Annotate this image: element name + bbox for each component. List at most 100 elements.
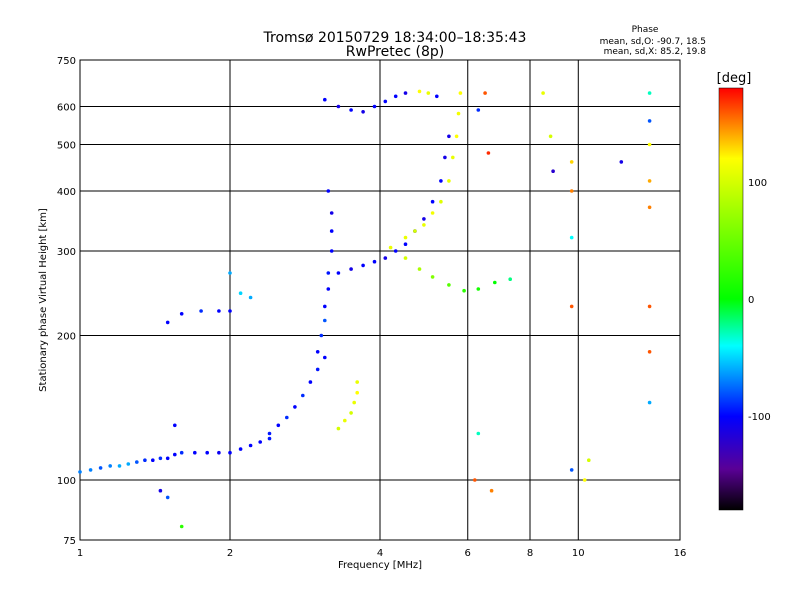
y-tick-label: 100	[57, 476, 76, 487]
data-point	[193, 450, 197, 455]
data-point	[451, 155, 455, 160]
y-tick-label: 750	[57, 56, 76, 67]
data-point	[439, 199, 443, 204]
data-point	[349, 411, 353, 415]
data-point	[352, 400, 357, 405]
data-point	[276, 423, 281, 428]
x-tick-label: 6	[465, 548, 471, 559]
data-point	[372, 104, 377, 109]
data-point	[430, 211, 435, 215]
data-point	[267, 436, 272, 441]
chart-subtitle: RwPretec (8p)	[346, 44, 444, 60]
data-point	[173, 423, 177, 428]
data-point	[108, 464, 112, 468]
data-point	[238, 447, 243, 451]
data-point	[267, 431, 272, 436]
data-point	[508, 277, 512, 282]
data-point	[569, 468, 574, 472]
data-point	[647, 179, 652, 183]
data-point	[447, 179, 451, 183]
data-point	[326, 189, 331, 193]
data-point	[462, 288, 466, 293]
data-point	[647, 304, 652, 309]
x-tick-label: 16	[674, 548, 687, 559]
data-point	[426, 91, 431, 95]
colorbar-tick-label: -100	[748, 412, 771, 423]
data-point	[647, 350, 652, 354]
data-point	[435, 94, 439, 99]
data-point	[493, 280, 497, 285]
data-point	[439, 179, 443, 183]
data-point	[541, 91, 545, 95]
data-point	[126, 462, 131, 466]
data-point	[151, 458, 155, 463]
data-point	[458, 91, 463, 95]
y-tick-label: 500	[57, 141, 76, 152]
data-point	[393, 249, 398, 253]
data-point	[308, 380, 313, 384]
data-point	[619, 160, 624, 164]
data-point	[323, 97, 327, 102]
tick-layer: 1 2 4 6 8 10 16 75 100 200 300 400 500 600 750	[57, 56, 686, 559]
y-tick-label: 400	[57, 187, 76, 198]
data-point	[336, 426, 341, 431]
data-point	[647, 91, 652, 95]
data-point	[349, 108, 353, 112]
data-point	[383, 256, 388, 260]
x-axis-label: Frequency [MHz]	[338, 560, 422, 571]
data-point	[323, 318, 327, 323]
data-points-layer	[78, 89, 652, 529]
data-point	[98, 466, 103, 470]
colorbar-ticks: 100 0 -100	[748, 178, 771, 423]
data-point	[179, 450, 184, 455]
data-point	[135, 460, 139, 464]
data-point	[388, 245, 393, 250]
x-tick-label: 4	[377, 548, 383, 559]
data-point	[647, 400, 652, 405]
data-point	[447, 134, 451, 139]
data-point	[569, 189, 574, 193]
data-point	[551, 169, 555, 173]
y-tick-label: 300	[57, 247, 76, 258]
data-point	[258, 440, 263, 444]
data-point	[158, 488, 163, 493]
data-point	[323, 355, 327, 360]
chart-title: Tromsø 20150729 18:34:00–18:35:43	[263, 30, 527, 46]
data-point	[361, 263, 365, 268]
data-point	[483, 91, 487, 95]
data-point	[417, 267, 422, 271]
data-point	[456, 111, 461, 116]
data-point	[179, 312, 184, 316]
data-point	[143, 458, 147, 463]
data-point	[343, 418, 347, 423]
data-point	[293, 405, 297, 409]
data-point	[587, 458, 591, 463]
data-point	[647, 142, 652, 147]
data-point	[476, 431, 481, 436]
data-point	[205, 450, 209, 455]
data-point	[217, 450, 221, 455]
data-point	[393, 94, 398, 99]
x-tick-label: 2	[227, 548, 233, 559]
data-point	[179, 524, 184, 529]
data-point	[355, 390, 360, 395]
data-point	[447, 283, 451, 287]
data-point	[326, 287, 331, 291]
data-point	[355, 380, 360, 384]
data-point	[228, 309, 232, 313]
data-point	[372, 259, 377, 264]
data-point	[454, 134, 459, 139]
data-point	[582, 478, 587, 482]
colorbar-tick-label: 0	[748, 295, 754, 306]
data-point	[248, 443, 253, 448]
y-tick-label: 200	[57, 332, 76, 343]
data-point	[323, 304, 327, 309]
data-point	[383, 99, 388, 104]
x-tick-label: 8	[527, 548, 533, 559]
data-point	[422, 223, 426, 227]
data-point	[569, 304, 574, 309]
data-point	[165, 495, 170, 500]
data-point	[647, 119, 652, 123]
data-point	[217, 309, 221, 313]
data-point	[248, 295, 253, 300]
